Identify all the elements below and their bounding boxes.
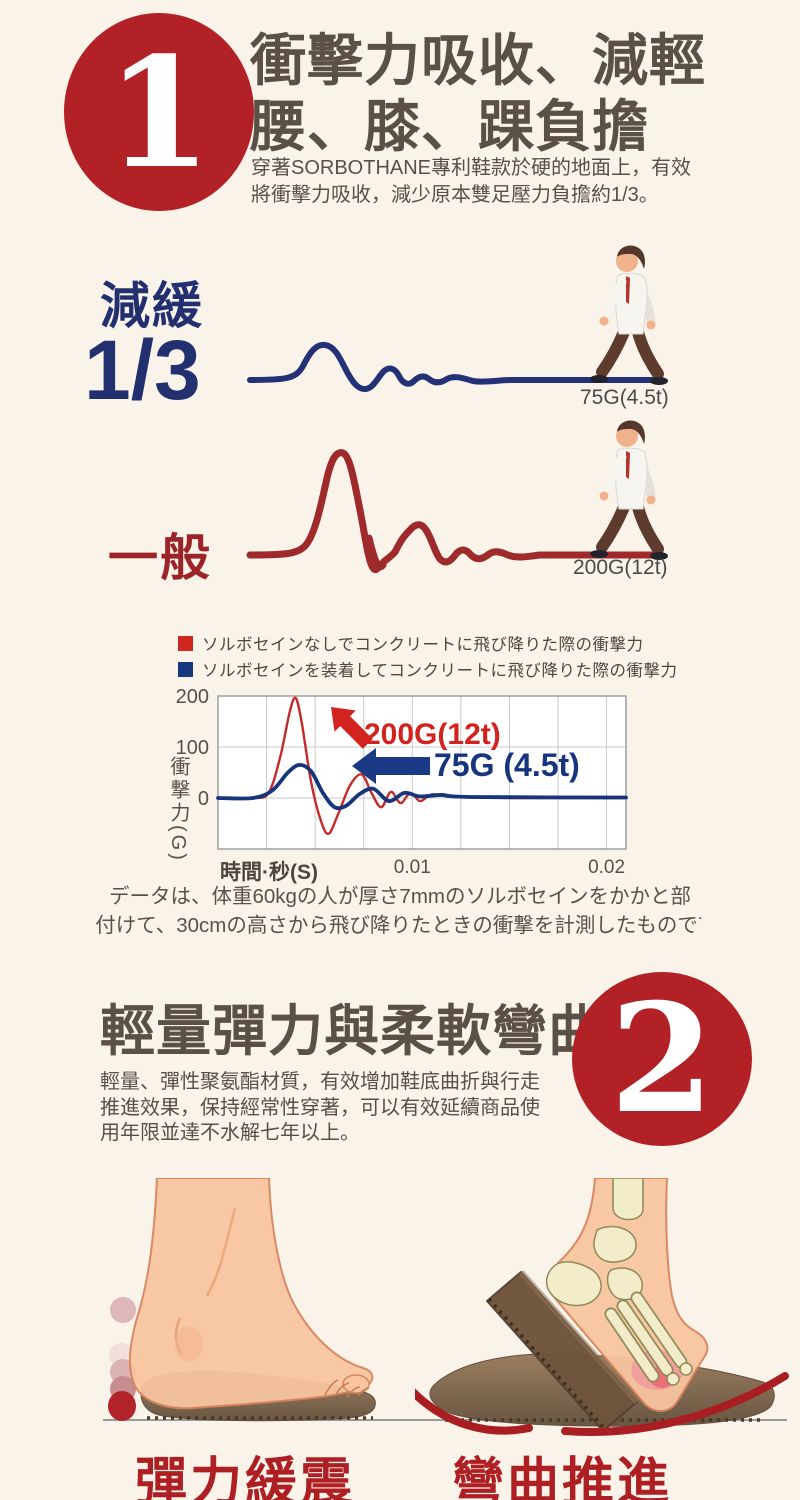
section2-title: 輕量彈力與柔軟彎曲 — [100, 1000, 605, 1062]
flexing-foot-illustration — [415, 1178, 789, 1436]
blue-swatch-icon — [178, 661, 193, 677]
left-foot-caption: 彈力緩震 — [135, 1454, 356, 1500]
normal-impact-value: 200G(12t) — [573, 556, 668, 579]
svg-text:100: 100 — [176, 737, 209, 759]
svg-text:200: 200 — [176, 686, 209, 708]
section1-body: 穿著SORBOTHANE專利鞋款於硬的地面上，有效 將衝擊力吸收，減少原本雙足壓… — [251, 157, 692, 206]
badge-number: 1 — [106, 22, 212, 202]
right-foot-caption: 彎曲推進 — [452, 1454, 673, 1500]
impact-chart: 200 100 0 0.01 0.02 衝撃力(G) 時間·秒(S) 200G(12t)… — [158, 686, 644, 891]
cushioning-foot-illustration — [108, 1178, 376, 1422]
measurement-note: データは、体重60kgの人が厚さ7mmのソルボセインをかかと部 付けて、30cm… — [95, 885, 705, 937]
walking-person-icon — [590, 245, 668, 385]
section1-number-badge: 1 — [64, 13, 254, 211]
reduced-impact-value: 75G(4.5t) — [580, 386, 669, 409]
svg-text:0.02: 0.02 — [588, 857, 625, 878]
section1-title-line2: 腰、膝、踝負擔 — [250, 95, 649, 158]
blue-shockwave-illustration — [247, 341, 659, 393]
legend-item-with: ソルボセインを装着してコンクリートに飛び降りた際の衝撃力 — [178, 660, 678, 680]
badge-number: 2 — [609, 971, 715, 1147]
legend-item-without: ソルボセインなしでコンクリートに飛び降りた際の衝撃力 — [178, 634, 678, 654]
flex-arc-left — [415, 1388, 533, 1435]
normal-wave-label: 一般 — [108, 530, 212, 586]
chart-legend: ソルボセインなしでコンクリートに飛び降りた際の衝撃力 ソルボセインを装着してコン… — [178, 634, 678, 686]
reduced-wave-fraction: 1/3 — [84, 323, 201, 417]
chart-ylabel: 衝撃力(G) — [167, 756, 189, 863]
annotation-200g: 200G(12t) — [364, 718, 501, 751]
svg-text:0: 0 — [198, 788, 209, 810]
svg-text:0.01: 0.01 — [394, 857, 431, 878]
section1-title: 衝擊力吸收、減輕 腰、膝、踝負擔 — [250, 28, 770, 160]
red-swatch-icon — [178, 635, 193, 651]
section2-body: 輕量、彈性聚氨酯材質，有效增加鞋底曲折與行走 推進效果，保持經常性穿著，可以有效… — [100, 1071, 540, 1144]
annotation-75g: 75G (4.5t) — [434, 747, 580, 783]
section1-title-line1: 衝擊力吸收、減輕 — [250, 29, 706, 92]
bounce-dot — [110, 1297, 136, 1323]
chart-xlabel: 時間·秒(S) — [220, 861, 318, 884]
impact-chart-plot: 200 100 0 0.01 0.02 — [176, 686, 628, 878]
section2-number-badge: 2 — [572, 971, 752, 1147]
red-shockwave-illustration — [246, 449, 660, 574]
flex-arc-right — [561, 1372, 789, 1436]
reduced-wave-label: 減緩 — [100, 278, 204, 334]
walking-person-icon — [590, 420, 668, 560]
